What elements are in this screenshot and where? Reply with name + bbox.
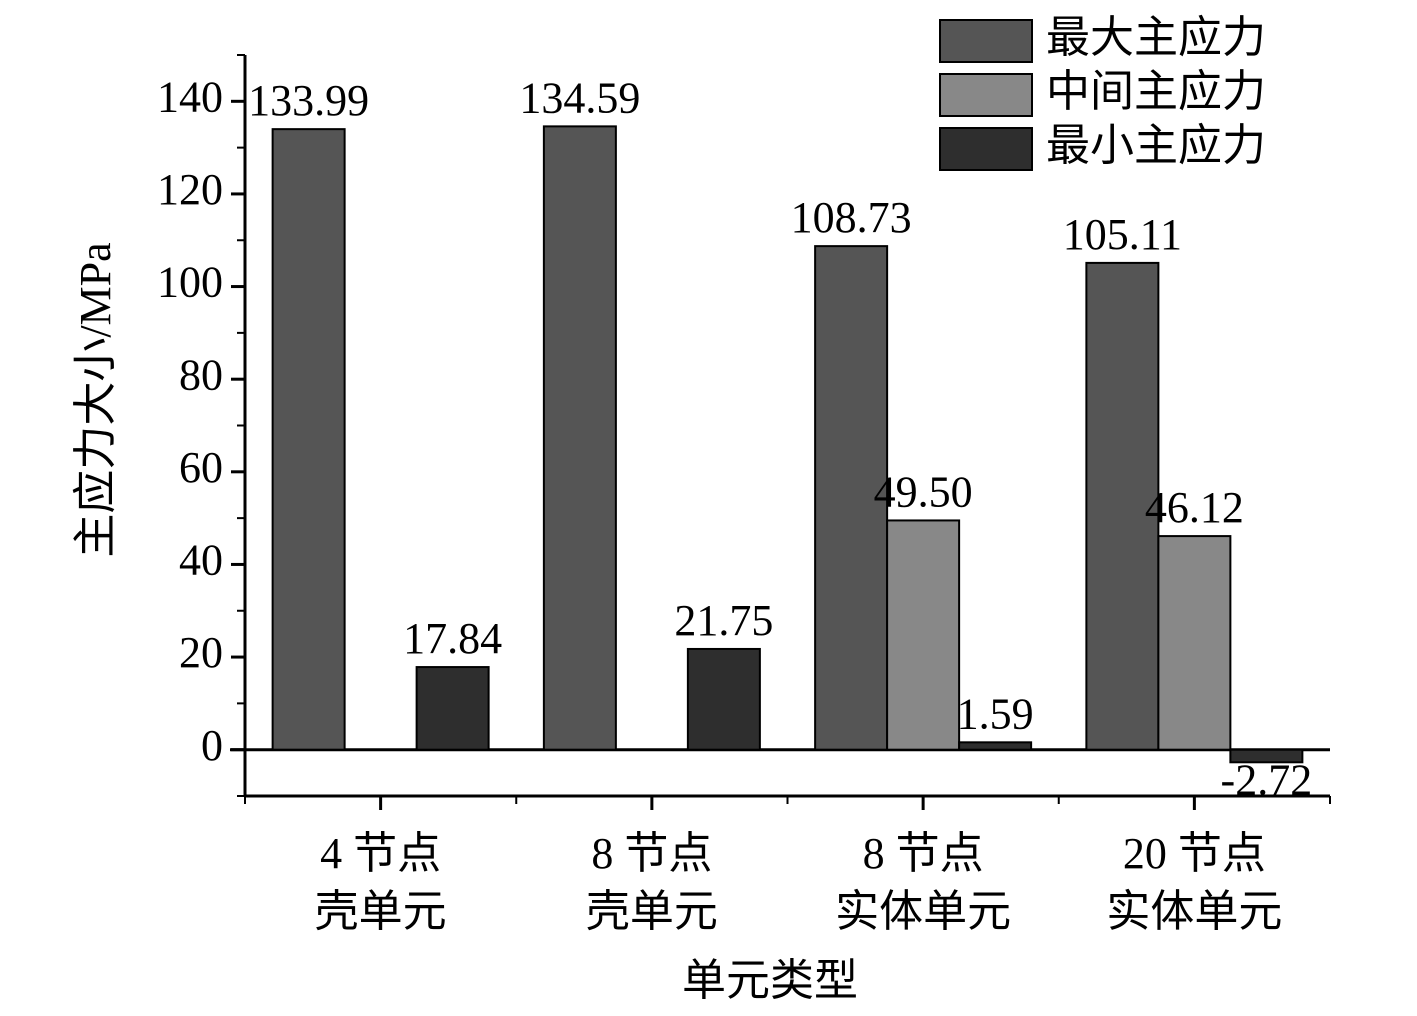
bar [1229,748,1304,764]
y-tick-label: 0 [201,721,223,770]
x-tick-label: 壳单元 [315,887,447,936]
y-tick-label: 20 [179,628,223,677]
value-label: 17.84 [403,614,502,663]
legend-label: 最小主应力 [1046,121,1266,170]
y-tick-label: 80 [179,350,223,399]
x-tick-label: 8 节点 [863,829,984,878]
value-label: 49.50 [874,468,973,517]
legend-swatch [939,127,1033,171]
bar [886,519,961,751]
value-label: 133.99 [248,76,369,125]
bar [415,666,490,751]
y-tick-label: 140 [157,72,223,121]
y-axis-title: 主应力大小/MPa [71,242,120,557]
value-label: 105.11 [1063,210,1182,259]
bar [271,128,346,751]
value-label: 1.59 [957,689,1034,738]
x-tick-label: 20 节点 [1123,829,1266,878]
x-tick-label: 壳单元 [586,887,718,936]
y-tick-label: 100 [157,258,223,307]
value-label: -2.72 [1221,755,1313,804]
y-tick-label: 40 [179,536,223,585]
legend-swatch [939,19,1033,63]
legend-swatch [939,73,1033,117]
bar [1085,261,1160,751]
bar [1157,535,1232,751]
x-axis-title: 单元类型 [682,956,858,1005]
bar [814,245,889,751]
bar [542,125,617,751]
x-tick-label: 4 节点 [320,829,441,878]
y-tick-label: 60 [179,443,223,492]
x-tick-label: 实体单元 [835,887,1011,936]
x-tick-label: 实体单元 [1106,887,1282,936]
legend-label: 最大主应力 [1046,13,1266,62]
bar [958,741,1033,751]
value-label: 108.73 [791,193,912,242]
legend-label: 中间主应力 [1046,67,1266,116]
value-label: 21.75 [674,596,773,645]
x-tick-label: 8 节点 [591,829,712,878]
bar [686,647,761,751]
value-label: 134.59 [519,73,640,122]
y-tick-label: 120 [157,165,223,214]
value-label: 46.12 [1145,483,1244,532]
